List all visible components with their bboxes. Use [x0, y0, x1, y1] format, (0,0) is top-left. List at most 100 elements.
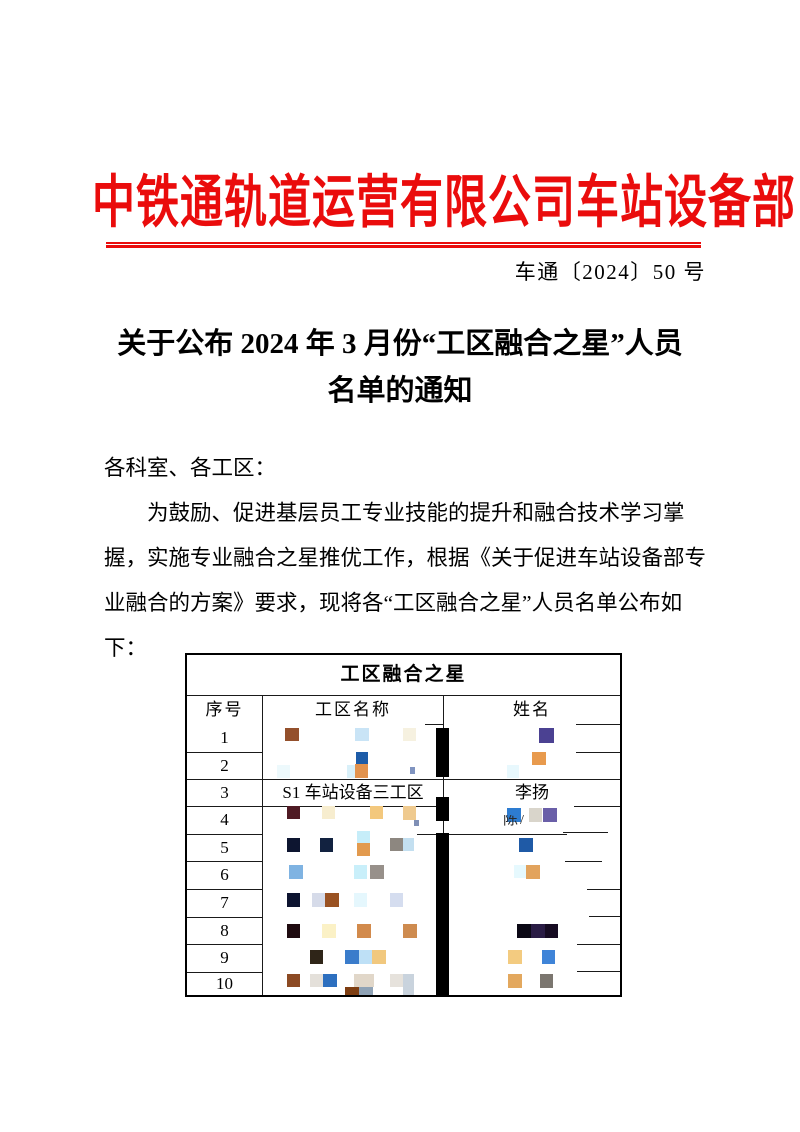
rule-gap	[106, 244, 701, 245]
redacted-text-remnant: 陈/	[503, 815, 551, 826]
serial-row-line	[187, 944, 262, 946]
redaction-pixel-block	[312, 893, 325, 907]
redaction-pixel-block	[403, 924, 417, 938]
redaction-pixel-block	[285, 728, 299, 741]
redaction-pixel-block	[403, 806, 416, 820]
redaction-pixel-block	[403, 838, 414, 851]
redaction-pixel-block	[543, 808, 557, 822]
redaction-pixel-block	[355, 764, 368, 778]
redaction-pixel-block	[542, 950, 555, 964]
table-title: 工区融合之星	[340, 664, 467, 685]
redaction-pixel-block	[322, 924, 336, 938]
document-number: 车通〔2024〕50 号	[514, 260, 706, 284]
redaction-pixel-block	[372, 950, 386, 964]
redaction-pixel-block	[354, 865, 367, 879]
redaction-pixel-block	[345, 987, 359, 995]
serial-row-line	[187, 752, 262, 754]
redaction-bar	[436, 728, 449, 777]
redaction-pixel-block	[526, 865, 540, 879]
body-line-2: 握，实施专业融合之星推优工作，根据《关于促进车站设备部专	[104, 546, 707, 570]
serial-row-line	[187, 861, 262, 863]
redaction-pixel-block	[390, 893, 403, 907]
remnant-glyphs: 陈/	[503, 815, 527, 826]
redaction-pixel-block	[529, 808, 542, 822]
redaction-pixel-block	[357, 843, 370, 856]
row-line-segment	[577, 971, 620, 973]
row-line-segment	[262, 806, 444, 808]
notice-body: 各科室、各工区： 为鼓励、促进基层员工专业技能的提升和融合技术学习掌 握，实施专…	[104, 446, 716, 671]
redaction-pixel-block	[287, 924, 300, 938]
letterhead-org-title: 中铁通轨道运营有限公司车站设备部	[92, 172, 796, 235]
serial-cell: 5	[220, 838, 229, 857]
serial-cell: 8	[220, 921, 229, 940]
serial-row-line	[187, 917, 262, 919]
row-line-segment	[576, 724, 620, 726]
redaction-pixel-block	[532, 752, 546, 765]
serial-row-line	[187, 889, 262, 891]
person-name-text: 李扬	[515, 783, 549, 802]
row-line-segment	[587, 889, 620, 891]
redaction-pixel-block	[531, 924, 545, 938]
redaction-pixel-block	[325, 893, 339, 907]
row-line-segment	[565, 861, 602, 863]
row-line-segment	[589, 916, 620, 918]
redaction-pixel-block	[410, 767, 415, 774]
serial-cell: 7	[220, 893, 229, 912]
row-line-segment	[262, 779, 620, 781]
serial-cell: 3	[220, 783, 229, 802]
redaction-pixel-block	[540, 974, 553, 988]
serial-cell: 9	[220, 948, 229, 967]
redaction-pixel-block	[287, 838, 300, 852]
redaction-pixel-block	[354, 893, 367, 907]
redaction-pixel-block	[322, 806, 335, 819]
redaction-pixel-block	[359, 950, 372, 964]
redaction-pixel-block	[545, 924, 558, 938]
redaction-pixel-block	[508, 974, 522, 988]
redaction-pixel-block	[355, 728, 369, 741]
redaction-pixel-block	[414, 820, 419, 826]
redaction-pixel-block	[507, 808, 521, 822]
redaction-pixel-block	[356, 752, 368, 764]
row-line-segment	[577, 944, 620, 946]
redaction-pixel-block	[287, 893, 300, 907]
table-divider-serial-zone	[262, 695, 264, 995]
serial-row-line	[187, 834, 262, 836]
redaction-pixel-block	[403, 728, 416, 741]
redaction-pixel-block	[357, 924, 371, 938]
redaction-pixel-block	[310, 974, 323, 987]
redaction-pixel-block	[370, 806, 383, 819]
notice-title: 关于公布 2024 年 3 月份“工区融合之星”人员 名单的通知	[50, 321, 750, 415]
salutation: 各科室、各工区：	[104, 456, 277, 480]
redaction-pixel-block	[390, 974, 403, 987]
redaction-pixel-block	[514, 865, 526, 878]
redaction-pixel-block	[289, 865, 303, 879]
redaction-pixel-block	[507, 765, 519, 778]
column-header-name: 姓名	[513, 700, 551, 719]
redaction-pixel-block	[354, 974, 374, 987]
letterhead-divider-rule	[106, 242, 701, 248]
zone-name-text: S1 车站设备三工区	[282, 783, 424, 802]
notice-title-line2: 名单的通知	[327, 375, 473, 407]
body-line-3: 业融合的方案》要求，现将各“工区融合之星”人员名单公布如	[104, 591, 683, 615]
column-header-zone: 工区名称	[315, 700, 391, 719]
serial-row-line	[187, 779, 262, 781]
star-roster-table: 工区融合之星 序号 工区名称 姓名 1 2 3 S1 车站设备三工区 李扬 4 5 6 7 8 9 1…	[185, 653, 622, 997]
redaction-pixel-block	[287, 974, 300, 987]
redaction-pixel-block	[390, 838, 403, 851]
serial-cell: 4	[220, 810, 229, 829]
redaction-pixel-block	[310, 950, 323, 964]
column-header-serial: 序号	[205, 700, 244, 719]
redaction-pixel-block	[345, 950, 359, 964]
row-line-segment	[425, 724, 444, 726]
redaction-pixel-block	[287, 806, 300, 819]
rule-thin-line	[106, 242, 701, 244]
table-title-underline	[187, 695, 620, 697]
row-line-segment	[574, 806, 620, 808]
row-line-segment	[563, 832, 608, 834]
serial-cell: 1	[220, 728, 229, 747]
redaction-pixel-block	[320, 838, 333, 852]
body-line-1: 为鼓励、促进基层员工专业技能的提升和融合技术学习掌	[147, 501, 685, 525]
redaction-pixel-block	[357, 831, 370, 843]
redaction-pixel-block	[370, 865, 384, 879]
